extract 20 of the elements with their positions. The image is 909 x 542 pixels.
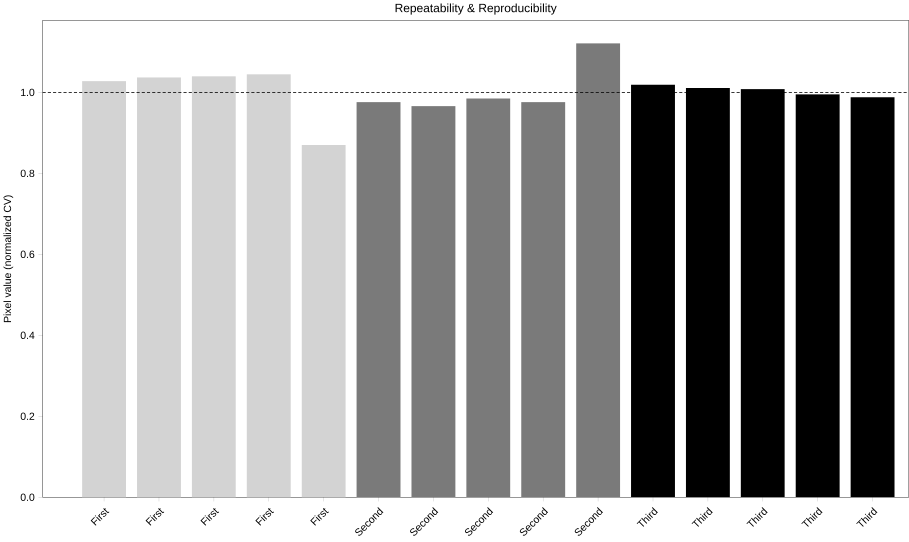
bar bbox=[82, 81, 126, 498]
bar bbox=[137, 77, 181, 498]
y-tick-label: 0.6 bbox=[20, 250, 34, 258]
y-axis-title: Pixel value (normalized CV) bbox=[3, 195, 14, 322]
x-tick-label: First bbox=[200, 508, 220, 526]
x-tick-label: First bbox=[255, 508, 274, 526]
x-tick-label: First bbox=[90, 508, 110, 526]
bar bbox=[302, 145, 346, 498]
x-tick-label: First bbox=[146, 508, 164, 526]
chart-title: Repeatability & Reproducibility bbox=[396, 4, 557, 15]
y-tick-label: 1.0 bbox=[21, 88, 34, 96]
y-tick-label: 0.2 bbox=[20, 412, 34, 420]
bar bbox=[796, 94, 840, 498]
y-tick-label: 0.0 bbox=[20, 494, 34, 502]
x-tick-label: First bbox=[310, 508, 329, 526]
y-tick-label: 0.8 bbox=[20, 170, 34, 178]
bar bbox=[246, 74, 291, 498]
bar bbox=[192, 76, 236, 498]
y-tick-label: 0.4 bbox=[20, 332, 34, 340]
bar bbox=[850, 97, 895, 498]
